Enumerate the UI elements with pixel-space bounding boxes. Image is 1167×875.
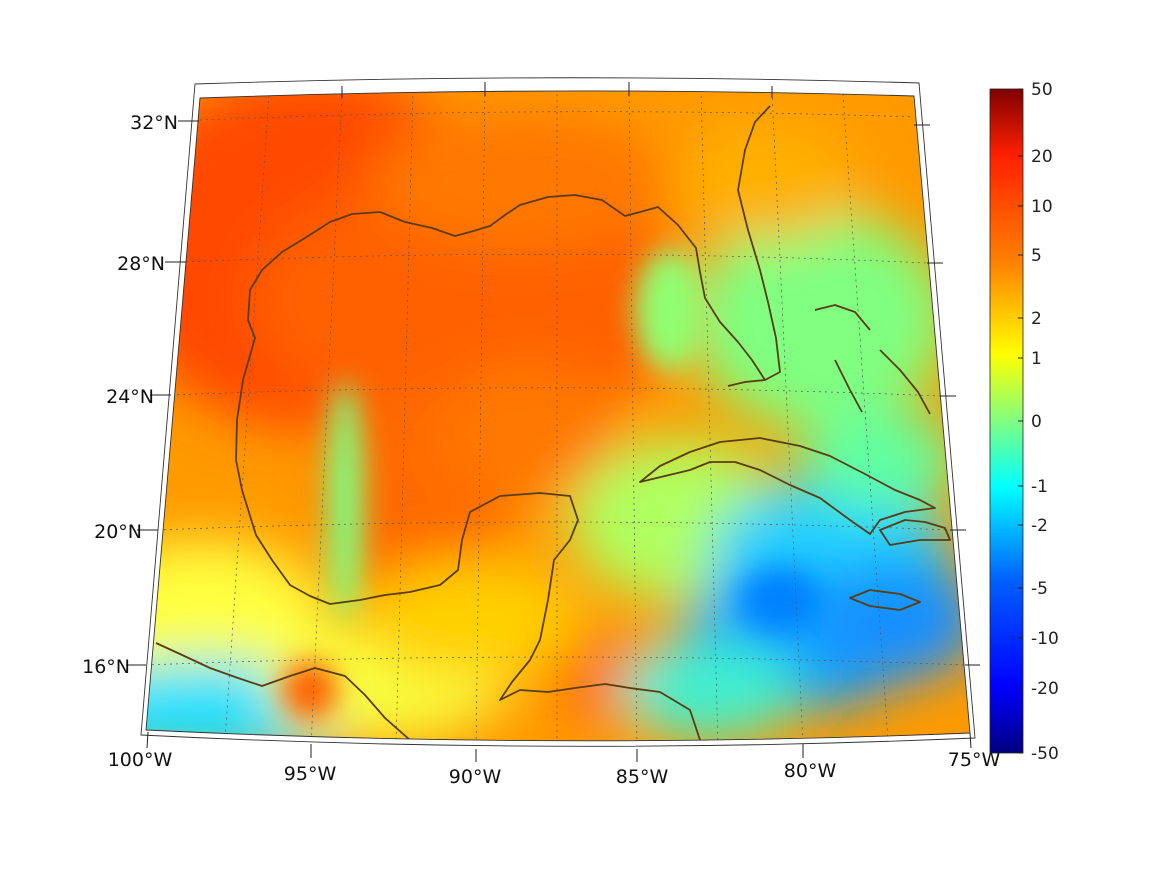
gulf-coast (249, 105, 781, 381)
lat-labels: 32°N 28°N 24°N 20°N 16°N (82, 112, 178, 678)
lat-label-28n: 28°N (117, 253, 165, 275)
cuba (639, 437, 936, 535)
bahamas (814, 304, 931, 415)
florida-keys (727, 379, 766, 387)
colorbar-tick-neg50: -50 (1031, 744, 1059, 764)
jamaica (849, 589, 921, 611)
graticule (146, 90, 966, 741)
colorbar-tick-50: 50 (1031, 80, 1053, 100)
lon-label-95w: 95°W (284, 763, 337, 785)
lon-label-80w: 80°W (784, 760, 837, 782)
coastlines (155, 105, 951, 741)
colorbar-tick-neg5: -5 (1031, 579, 1048, 599)
data-field (146, 90, 970, 741)
colorbar-tick-neg2: -2 (1031, 516, 1048, 536)
colorbar-tick-1: 1 (1031, 349, 1042, 369)
lon-label-85w: 85°W (616, 766, 669, 788)
pacific-coast (155, 642, 411, 741)
colorbar-tick-0: 0 (1031, 412, 1042, 432)
colorbar-tick-5: 5 (1031, 246, 1042, 266)
lat-ticks (126, 120, 980, 666)
lon-ticks (146, 82, 972, 762)
lat-label-20n: 20°N (94, 521, 142, 543)
colorbar-tick-20: 20 (1031, 147, 1053, 167)
lon-label-100w: 100°W (108, 749, 173, 771)
lat-label-16n: 16°N (82, 656, 130, 678)
hispaniola (879, 519, 951, 546)
colorbar-tick-10: 10 (1031, 197, 1053, 217)
colorbar-tick-2: 2 (1031, 309, 1042, 329)
lat-label-32n: 32°N (130, 112, 178, 134)
colorbar: 50 20 10 5 2 1 0 -1 -2 -5 -10 -20 -50 (989, 80, 1059, 764)
map-frame (140, 77, 976, 747)
mexico-coast (235, 289, 701, 741)
lon-label-75w: 75°W (948, 749, 1001, 771)
colorbar-tick-neg20: -20 (1031, 679, 1059, 699)
lon-labels: 100°W 95°W 90°W 85°W 80°W 75°W (108, 749, 1001, 788)
lat-label-24n: 24°N (106, 386, 154, 408)
colorbar-tick-neg1: -1 (1031, 477, 1048, 497)
colorbar-tick-neg10: -10 (1031, 629, 1059, 649)
lon-label-90w: 90°W (449, 766, 502, 788)
